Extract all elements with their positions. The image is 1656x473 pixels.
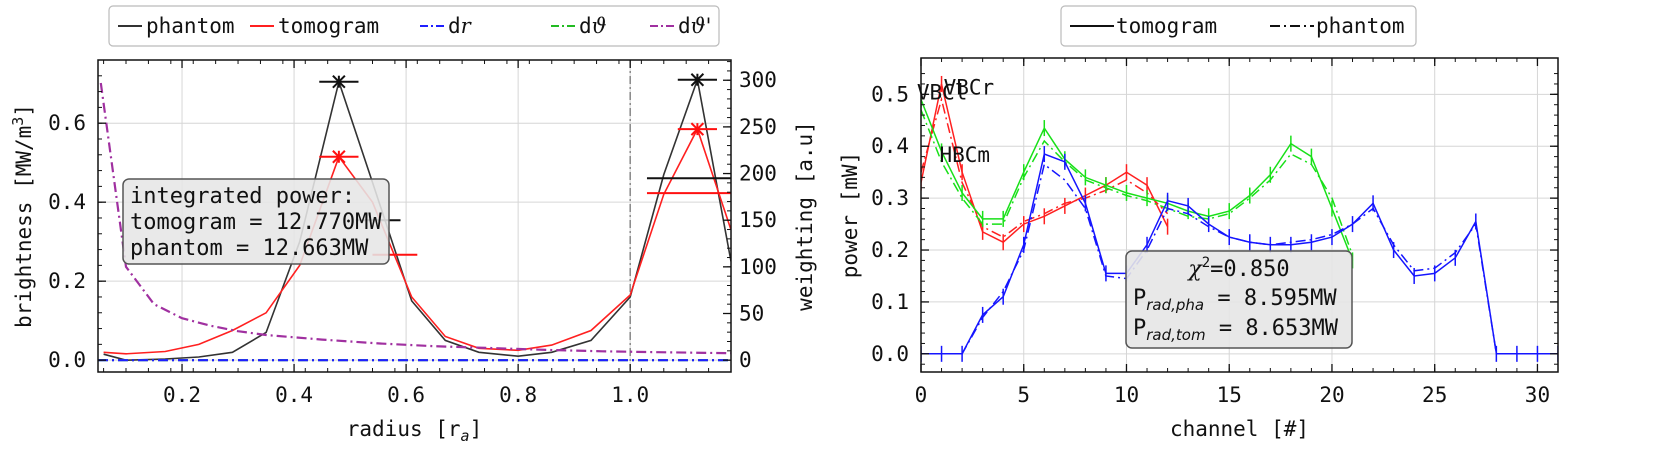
legend-label-text: d: [579, 14, 592, 38]
left-axes-frame: [97, 59, 732, 373]
p-value: = 8.653MW: [1206, 316, 1339, 341]
p-symbol: P: [1133, 286, 1146, 311]
series-d: [99, 82, 731, 355]
right-y-tick-label: 300: [739, 68, 777, 92]
legend-label: tomogram: [1116, 14, 1217, 38]
legend-label: phantom: [146, 14, 235, 38]
y-label-text: brightness [MW/m: [12, 126, 36, 328]
left-x-tick-label: 0.6: [387, 383, 425, 407]
series-vbclphantom: [921, 96, 1169, 238]
right-axes-frame: [920, 57, 1559, 373]
series-vbcrphantom: [921, 109, 1354, 256]
right-y-tick-label: 0.1: [871, 290, 909, 314]
left-x-tick-label: 0.8: [499, 383, 537, 407]
series-hbcmphantom: [921, 163, 1558, 355]
p-subscript: rad,pha: [1146, 296, 1204, 314]
annotation-line: tomogram = 12.770MW: [130, 210, 382, 235]
right-x-tick-label: 5: [1017, 383, 1030, 407]
left-series-group: [98, 73, 731, 362]
right-x-tick-label: 10: [1114, 383, 1139, 407]
p-rad-pha-line: Prad,pha = 8.595MW: [1133, 286, 1337, 314]
x-label-text: radius [r: [347, 417, 461, 441]
p-rad-tom-line: Prad,tom = 8.653MW: [1133, 316, 1339, 344]
left-legend: phantom tomogram dr dϑ dϑ': [108, 5, 720, 47]
legend-label: dϑ': [678, 14, 711, 38]
legend-label-italic: r: [461, 14, 473, 38]
right-y-tick-label: 150: [739, 208, 777, 232]
channel-group-label: VBCl: [917, 81, 968, 105]
legend-label-text: d: [678, 14, 691, 38]
left-legend-frame: [108, 5, 720, 47]
integrated-power-box: integrated power:tomogram = 12.770MWphan…: [122, 178, 390, 265]
legend-label: dϑ: [579, 14, 607, 38]
right-y-tick-label: 100: [739, 255, 777, 279]
series-tomogram: [103, 127, 731, 355]
legend-label-italic: ϑ': [691, 14, 712, 38]
series-phantom: [103, 76, 731, 362]
right-series-group: [921, 75, 1558, 362]
legend-label-text: d: [448, 14, 461, 38]
left-x-axis-label: radius [ra]: [347, 417, 482, 445]
right-y-tick-label: 0.4: [871, 134, 909, 158]
annotation-background: [122, 178, 390, 265]
annotation-line: phantom = 12.663MW: [130, 236, 369, 261]
right-y-tick-label: 50: [739, 302, 764, 326]
left-x-tick-label: 0.4: [275, 383, 313, 407]
annotation-background: [1125, 250, 1353, 349]
left-x-tick-label: 0.2: [163, 383, 201, 407]
right-y-tick-label: 200: [739, 162, 777, 186]
annotation-line: integrated power:: [130, 184, 355, 209]
right-y-axis-label: power [mW]: [838, 152, 862, 278]
right-x-axis-label: channel [#]: [1170, 417, 1309, 441]
legend-label-italic: ϑ: [592, 14, 607, 38]
p-symbol: P: [1133, 316, 1146, 341]
legend-label-text: phantom: [146, 14, 235, 38]
chi-value: =0.850: [1210, 257, 1289, 282]
right-x-tick-label: 20: [1319, 383, 1344, 407]
right-x-tick-label: 30: [1525, 383, 1550, 407]
legend-label: dr: [448, 14, 473, 38]
x-label-subscript: a: [461, 427, 470, 445]
right-y-tick-label: 0.2: [871, 238, 909, 262]
right-y-tick-label: 0.3: [871, 186, 909, 210]
series-vbcrtomogram: [921, 99, 1354, 261]
right-y-tick-label: 0: [739, 348, 752, 372]
left-x-tick-label: 1.0: [611, 383, 649, 407]
legend-label: phantom: [1316, 14, 1405, 38]
right-legend-frame: [1060, 5, 1417, 47]
legend-label: tomogram: [278, 14, 379, 38]
chi-symbol: χ: [1186, 257, 1203, 282]
channel-group-label: HBCm: [939, 143, 990, 167]
left-y-tick-label: 0.2: [48, 269, 86, 293]
chi-superscript: 2: [1202, 255, 1210, 271]
y-label-superscript: 3: [9, 117, 27, 126]
left-panel: 0.2 0.4 0.6 0.8 1.0 0.0 0.2 0.4 0.6 0 50 100 150 200 2…: [9, 5, 817, 445]
channel-group-label: VBCr: [944, 75, 995, 99]
right-x-tick-label: 0: [915, 383, 928, 407]
right-y-axis-label: weighting [a.u]: [793, 121, 817, 311]
right-y-tick-label: 0.0: [871, 342, 909, 366]
x-label-end: ]: [470, 417, 483, 441]
right-y-tick-label: 250: [739, 115, 777, 139]
y-label-end: ]: [12, 104, 36, 117]
chi-square-line: χ2=0.850: [1186, 255, 1289, 282]
p-value: = 8.595MW: [1204, 286, 1337, 311]
right-y-tick-label: 0.5: [871, 82, 909, 106]
left-y-axis-label: brightness [MW/m3]: [9, 104, 36, 328]
left-y-tick-label: 0.0: [48, 348, 86, 372]
right-x-tick-label: 25: [1422, 383, 1447, 407]
right-x-tick-label: 15: [1217, 383, 1242, 407]
p-subscript: rad,tom: [1146, 326, 1205, 344]
left-y-tick-label: 0.4: [48, 190, 86, 214]
legend-label-text: tomogram: [278, 14, 379, 38]
left-y-tick-label: 0.6: [48, 111, 86, 135]
right-legend: tomogram phantom: [1060, 5, 1417, 47]
